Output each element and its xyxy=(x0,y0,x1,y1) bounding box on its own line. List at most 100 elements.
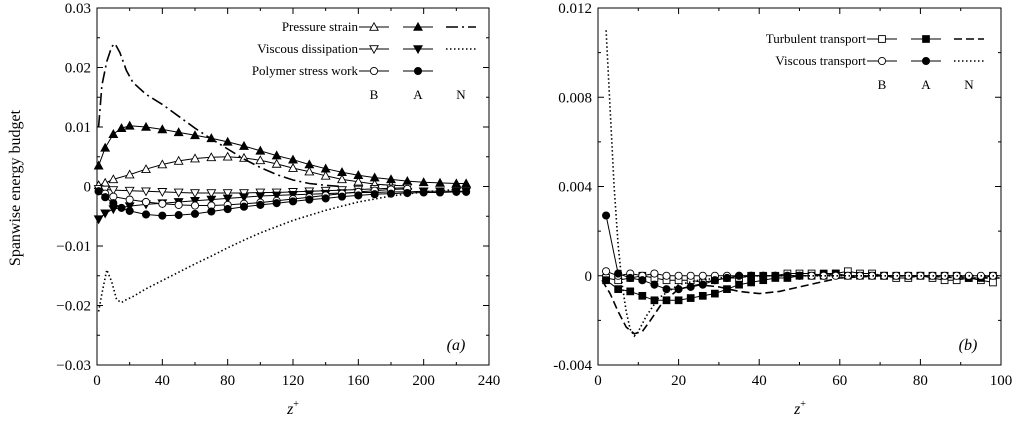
series-polymer-stress-work-a-point xyxy=(101,193,110,202)
series-pressure-strain-a-point xyxy=(124,120,135,130)
series-viscous-transport-a-point xyxy=(662,285,671,294)
series-viscous-dissipation-n xyxy=(97,188,457,312)
x-tick-label: 80 xyxy=(220,373,235,389)
series-viscous-transport-a-point xyxy=(735,271,744,280)
axis-ticks-a: 0 40 80 120 160 200 240 0.03 0.02 0.01 0 −0.01 −0.02… xyxy=(56,1,500,389)
series-pressure-strain-a-point xyxy=(451,178,462,188)
x-tick-label: 80 xyxy=(913,373,928,389)
series-pressure-strain-a-point xyxy=(108,129,119,138)
series-pressure-strain-b-point xyxy=(353,176,364,186)
series-polymer-stress-work-a-point xyxy=(239,202,249,211)
series-polymer-stress-work-a-point xyxy=(117,203,126,212)
legend-label-pressure-strain: Pressure strain xyxy=(282,19,359,34)
series-viscous-transport-a-point xyxy=(674,285,683,294)
series-pressure-strain-a-point xyxy=(141,121,151,131)
series-pressure-strain-b-point xyxy=(255,155,266,165)
series-pressure-strain-a-point xyxy=(435,177,445,187)
series-pressure-strain-a-point xyxy=(337,167,347,177)
panel-a: 0 40 80 120 160 200 240 0.03 0.02 0.01 0 −0.01 −0.02… xyxy=(7,1,500,418)
x-tick-label: 240 xyxy=(478,373,501,389)
series-pressure-strain-b-point xyxy=(304,166,315,176)
series-viscous-dissipation-a-point xyxy=(255,192,266,202)
x-tick-label: 20 xyxy=(671,373,686,389)
series-viscous-transport-a-point xyxy=(650,280,659,289)
series-turbulent-transport-a-point xyxy=(686,294,695,302)
x-tick-label: 160 xyxy=(347,373,370,389)
series-pressure-strain-a-point xyxy=(100,142,111,152)
series-polymer-stress-work-a-point xyxy=(435,188,445,197)
series-turbulent-transport-b-point xyxy=(989,278,997,287)
series-polymer-stress-work-a-point xyxy=(452,187,461,196)
series-viscous-transport-b-point xyxy=(843,271,852,280)
legend-marker-polymer-stress-work-b xyxy=(369,66,379,76)
series-pressure-strain-a-point xyxy=(190,130,200,140)
x-tick-label: 60 xyxy=(832,373,847,389)
y-tick-label: 0 xyxy=(84,180,92,196)
series-pressure-strain-a-point xyxy=(239,140,249,150)
series-pressure-strain-a-point xyxy=(157,124,168,134)
series-viscous-transport-n-line xyxy=(605,30,1001,338)
legend-label-turbulent-transport: Turbulent transport xyxy=(766,31,867,46)
legend-marker-pressure-strain-b xyxy=(369,21,379,31)
series-turbulent-transport-a-point xyxy=(638,291,647,300)
series-turbulent-transport-a-point xyxy=(650,296,659,305)
y-axis-label-a: Spanwise energy budget xyxy=(7,109,24,266)
legend-marker-pressure-strain-a xyxy=(413,21,423,31)
series-viscous-dissipation-b-point xyxy=(141,187,151,197)
series-polymer-stress-work-a-point xyxy=(305,195,314,204)
series-polymer-stress-work-a-point xyxy=(354,191,363,200)
y-tick-label: 0.012 xyxy=(558,1,592,17)
series-viscous-transport-a-point xyxy=(698,280,707,289)
series-pressure-strain-n-line xyxy=(97,42,343,188)
legend-marker-turbulent-transport-b xyxy=(878,35,886,43)
series-turbulent-transport-a-point xyxy=(626,287,635,296)
series-viscous-dissipation-a-point xyxy=(190,196,200,206)
legend-marker-viscous-transport-a xyxy=(921,56,931,66)
series-viscous-transport-a-point xyxy=(771,271,780,280)
series-pressure-strain-b-point xyxy=(271,158,282,168)
legend-b: Turbulent transport Viscous transport B A N xyxy=(766,31,984,92)
series-pressure-strain-a-point xyxy=(288,154,298,164)
series-polymer-stress-work-a-point xyxy=(256,200,265,209)
legend-a: Pressure strain Viscous dissipation Polyme… xyxy=(252,19,476,102)
y-tick-label: 0.02 xyxy=(65,61,91,77)
series-viscous-dissipation-b-point xyxy=(108,186,119,196)
series-polymer-stress-work-a-point xyxy=(158,211,167,220)
legend-column-b: B xyxy=(370,87,379,102)
panel-label-b: (b) xyxy=(959,337,978,354)
series-turbulent-transport-a-point xyxy=(711,289,719,298)
series-pressure-strain-a-point xyxy=(116,123,127,133)
series-viscous-transport-b-point xyxy=(674,271,683,280)
legend-marker-viscous-dissipation-b xyxy=(369,45,379,55)
series-polymer-stress-work-a-point xyxy=(207,207,216,216)
series-polymer-stress-work-a-point xyxy=(190,209,200,218)
series-polymer-stress-work-a-point xyxy=(462,187,471,196)
x-axis-label-b: z+ xyxy=(793,399,806,418)
series-pressure-strain-b-point xyxy=(320,170,331,180)
y-tick-label: -0.004 xyxy=(553,358,592,374)
series-polymer-stress-work-a-point xyxy=(419,188,428,197)
series-viscous-transport-b-point xyxy=(662,271,671,280)
x-tick-label: 120 xyxy=(282,373,305,389)
series-viscous-dissipation-b-point xyxy=(157,188,168,197)
series-polymer-stress-work-a xyxy=(94,187,471,220)
legend-label-polymer-stress-work: Polymer stress work xyxy=(252,63,359,78)
series-pressure-strain-b-point xyxy=(337,174,347,184)
series-pressure-strain-a-point xyxy=(222,136,233,146)
y-tick-label: −0.02 xyxy=(56,299,91,315)
series-turbulent-transport-a-point xyxy=(614,285,623,293)
series-pressure-strain-b-point xyxy=(206,152,217,162)
series-pressure-strain-a-line xyxy=(98,125,467,184)
series-polymer-stress-work-b-point xyxy=(158,199,167,208)
x-tick-label: 40 xyxy=(752,373,767,389)
series-pressure-strain-b-point xyxy=(124,169,135,179)
series-viscous-transport-a-point xyxy=(602,211,611,220)
x-tick-label: 0 xyxy=(93,373,101,389)
legend-marker-turbulent-transport-a xyxy=(922,35,930,43)
series-turbulent-transport-a-point xyxy=(698,291,707,300)
y-tick-label: 0.01 xyxy=(65,120,91,136)
series-pressure-strain-a-point xyxy=(93,160,104,170)
series-polymer-stress-work-a-point xyxy=(403,188,412,198)
series-viscous-dissipation-a-point xyxy=(206,195,217,205)
